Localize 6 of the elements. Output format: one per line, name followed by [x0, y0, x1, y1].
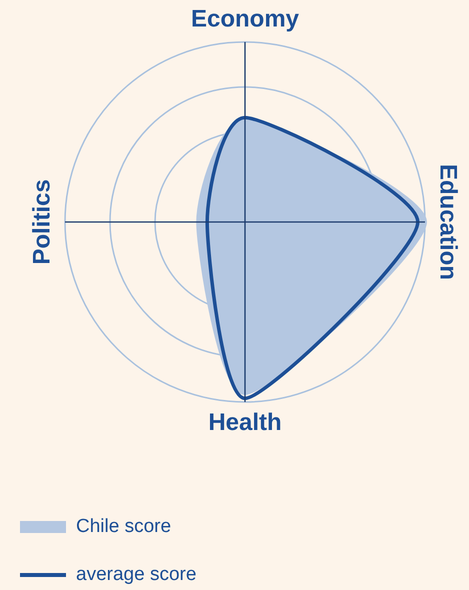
- spoke-label: Politics: [28, 179, 56, 265]
- spoke-label: Economy: [190, 6, 300, 33]
- spoke-label: Education: [434, 164, 462, 280]
- legend-label: Chile score: [76, 516, 172, 538]
- legend-label: average score: [76, 564, 196, 586]
- spoke-label: Health: [208, 408, 282, 436]
